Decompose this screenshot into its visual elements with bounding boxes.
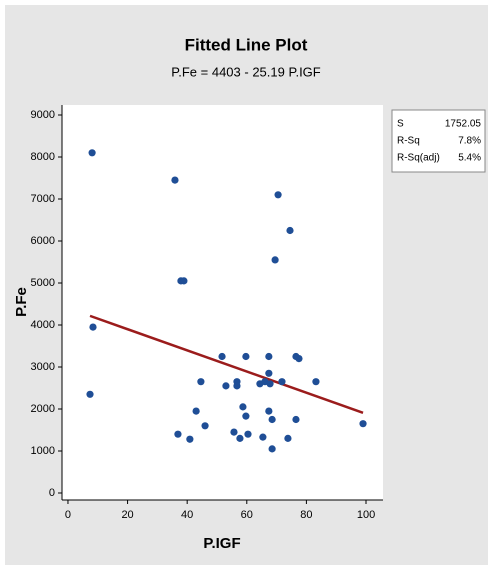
point <box>222 382 230 390</box>
y-tick-label: 4000 <box>31 319 55 331</box>
point <box>86 390 94 398</box>
point <box>312 378 320 386</box>
y-tick-label: 1000 <box>31 445 55 457</box>
y-tick-label: 7000 <box>31 193 55 205</box>
point <box>218 352 226 361</box>
chart-title: Fitted Line Plot <box>185 35 308 54</box>
point <box>268 415 276 424</box>
point <box>274 191 282 199</box>
point <box>271 256 279 264</box>
y-tick-label: 6000 <box>31 235 55 247</box>
point <box>242 412 250 420</box>
stat-value: 7.8% <box>458 136 481 147</box>
x-tick-label: 0 <box>65 509 71 521</box>
x-axis-label: P.IGF <box>203 535 240 552</box>
point <box>230 428 238 436</box>
point <box>286 226 294 235</box>
fit-line <box>89 314 364 414</box>
point <box>180 277 188 285</box>
point <box>284 434 292 442</box>
point <box>259 433 267 441</box>
y-tick-label: 8000 <box>31 151 55 163</box>
point <box>236 434 244 442</box>
stat-value: 1752.05 <box>445 119 482 130</box>
chart-subtitle: P.Fe = 4403 - 25.19 P.IGF <box>171 64 321 79</box>
y-tick-label: 2000 <box>31 403 55 415</box>
point <box>265 407 273 415</box>
point <box>244 430 252 438</box>
point <box>174 430 182 438</box>
point <box>171 176 179 184</box>
point <box>268 445 276 453</box>
point <box>266 380 274 388</box>
point <box>197 378 205 386</box>
point <box>88 149 96 157</box>
point <box>295 354 303 363</box>
point <box>265 352 273 361</box>
y-tick-label: 0 <box>49 487 55 499</box>
stat-name: R-Sq <box>397 136 420 147</box>
x-tick-label: 20 <box>121 509 133 521</box>
point <box>239 403 247 411</box>
stat-name: R-Sq(adj) <box>397 153 440 164</box>
y-tick-label: 9000 <box>31 109 55 121</box>
x-tick-label: 60 <box>241 509 253 521</box>
x-tick-label: 80 <box>300 509 312 521</box>
y-tick-label: 5000 <box>31 277 55 289</box>
stat-value: 5.4% <box>458 153 481 164</box>
x-tick-label: 40 <box>181 509 193 521</box>
plot-area <box>62 105 383 500</box>
point <box>265 369 273 377</box>
stat-name: S <box>397 119 404 130</box>
point <box>242 352 250 361</box>
point <box>292 415 300 424</box>
stats-box <box>391 109 486 173</box>
point <box>233 382 241 390</box>
x-tick-label: 100 <box>357 509 375 521</box>
point <box>186 435 194 443</box>
point <box>89 323 97 331</box>
point <box>359 420 367 428</box>
point <box>201 422 209 430</box>
y-tick-label: 3000 <box>31 361 55 373</box>
point <box>192 407 200 415</box>
y-axis-label: P.Fe <box>13 287 30 317</box>
point <box>278 378 286 386</box>
